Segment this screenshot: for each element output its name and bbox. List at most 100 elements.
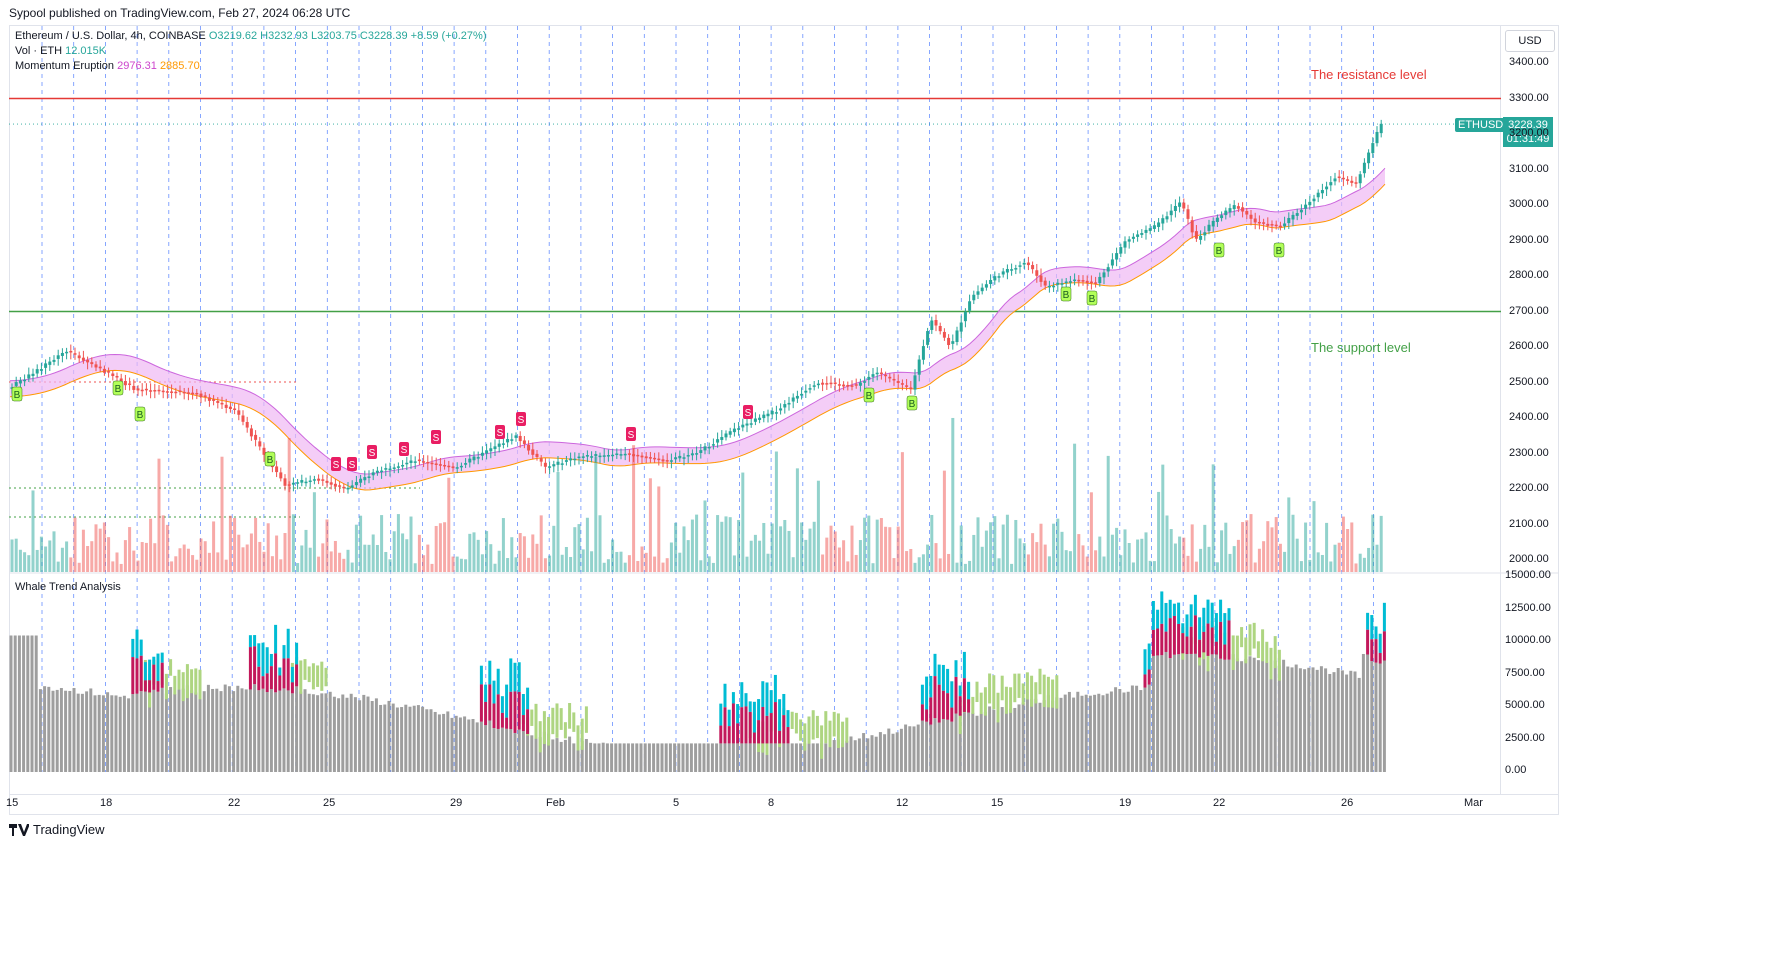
candle-body bbox=[1232, 205, 1236, 210]
whale-green-bar bbox=[534, 703, 538, 739]
whale-bar bbox=[345, 697, 349, 772]
candle-body bbox=[1207, 224, 1211, 231]
volume-bar bbox=[963, 563, 967, 572]
chart-pane[interactable] bbox=[9, 25, 1501, 795]
whale-cyan-bar bbox=[1160, 591, 1164, 624]
candle-body bbox=[161, 390, 165, 393]
whale-green-bar bbox=[1235, 635, 1239, 662]
candle-body bbox=[749, 423, 753, 425]
candle-body bbox=[888, 376, 892, 379]
whale-cyan-bar bbox=[496, 668, 500, 695]
time-tick: 26 bbox=[1341, 797, 1354, 809]
candle-body bbox=[350, 485, 354, 488]
volume-bar bbox=[203, 541, 207, 572]
candle-body bbox=[627, 453, 631, 455]
whale-bar bbox=[114, 695, 118, 772]
volume-bar bbox=[325, 519, 329, 572]
legend-indicator-val2: 2885.70 bbox=[159, 60, 200, 72]
legend-symbol[interactable]: Ethereum / U.S. Dollar, 4h, COINBASE bbox=[15, 30, 206, 42]
whale-bar bbox=[584, 738, 588, 772]
whale-cyan-bar bbox=[1156, 609, 1160, 629]
candle-body bbox=[879, 372, 883, 375]
volume-bar bbox=[993, 516, 997, 572]
volume-bar bbox=[640, 546, 644, 572]
volume-bar bbox=[968, 560, 972, 572]
candle-body bbox=[1152, 225, 1156, 229]
volume-bar bbox=[493, 563, 497, 572]
lower-tick: 15000.00 bbox=[1505, 569, 1551, 581]
volume-bar bbox=[548, 555, 552, 572]
whale-green-bar bbox=[1000, 675, 1004, 701]
candle-body bbox=[623, 453, 627, 456]
time-axis[interactable] bbox=[9, 795, 1559, 815]
volume-bar bbox=[539, 515, 543, 572]
whale-bar bbox=[1269, 663, 1273, 772]
whale-bar bbox=[463, 716, 467, 772]
whale-bar bbox=[227, 686, 231, 772]
volume-bar bbox=[1236, 539, 1240, 572]
sell-signal-marker bbox=[516, 412, 526, 426]
time-tick: 22 bbox=[1213, 797, 1226, 809]
volume-bar bbox=[300, 545, 304, 572]
volume-bar bbox=[1123, 529, 1127, 572]
candle-body bbox=[123, 380, 127, 386]
whale-bar bbox=[1063, 694, 1067, 772]
whale-bar bbox=[299, 691, 303, 772]
whale-red-bar bbox=[769, 713, 773, 744]
volume-bar bbox=[438, 523, 442, 572]
currency-selector[interactable]: USD bbox=[1505, 30, 1555, 52]
whale-bar bbox=[778, 743, 782, 772]
whale-bar bbox=[1282, 659, 1286, 772]
whale-red-bar bbox=[765, 715, 769, 744]
legend-vol-label[interactable]: Vol · ETH bbox=[15, 45, 63, 57]
buy-signal-label: B bbox=[137, 410, 144, 421]
candle-body bbox=[972, 294, 976, 301]
price-axis[interactable] bbox=[1501, 25, 1559, 795]
volume-bar bbox=[921, 554, 925, 572]
whale-red-bar bbox=[958, 696, 962, 716]
whale-green-bar bbox=[1013, 673, 1017, 703]
volume-bar bbox=[711, 562, 715, 572]
volume-bar bbox=[359, 515, 363, 572]
whale-green-bar bbox=[1055, 675, 1059, 709]
candle-body bbox=[317, 478, 321, 481]
candle-body bbox=[804, 390, 808, 393]
footer-brand[interactable]: TradingView bbox=[9, 822, 105, 837]
whale-green-bar bbox=[1269, 647, 1273, 680]
candle-body bbox=[430, 462, 434, 465]
volume-bar bbox=[858, 540, 862, 572]
whale-bar bbox=[307, 693, 311, 772]
whale-cyan-bar bbox=[1374, 626, 1378, 640]
whale-bar bbox=[962, 711, 966, 772]
volume-bar bbox=[749, 540, 753, 572]
whale-bar bbox=[475, 722, 479, 772]
whale-bar bbox=[1097, 693, 1101, 772]
whale-green-bar bbox=[811, 710, 815, 740]
volume-bar bbox=[527, 557, 531, 572]
volume-bar bbox=[69, 557, 73, 572]
volume-bar bbox=[1270, 527, 1274, 572]
volume-bar bbox=[459, 558, 463, 572]
volume-bar bbox=[354, 524, 358, 572]
lower-tick: 5000.00 bbox=[1505, 699, 1545, 711]
candle-body bbox=[867, 376, 871, 380]
whale-bar bbox=[38, 689, 42, 772]
whale-bar bbox=[988, 706, 992, 772]
volume-bar bbox=[783, 519, 787, 572]
whale-bar bbox=[689, 743, 693, 772]
candle-body bbox=[287, 484, 291, 486]
volume-bar bbox=[60, 547, 64, 572]
whale-red-bar bbox=[1382, 631, 1386, 661]
legend-lower-indicator[interactable]: Whale Trend Analysis bbox=[15, 581, 121, 593]
whale-bar bbox=[1000, 707, 1004, 772]
whale-green-bar bbox=[1038, 668, 1042, 695]
legend-indicator-name[interactable]: Momentum Eruption bbox=[15, 60, 115, 72]
whale-red-bar bbox=[1370, 639, 1374, 662]
volume-bar bbox=[18, 549, 22, 572]
whale-cyan-bar bbox=[929, 675, 933, 698]
whale-green-bar bbox=[958, 700, 962, 734]
whale-green-bar bbox=[1046, 676, 1050, 708]
whale-bar bbox=[1080, 695, 1084, 772]
whale-bar bbox=[1181, 653, 1185, 772]
